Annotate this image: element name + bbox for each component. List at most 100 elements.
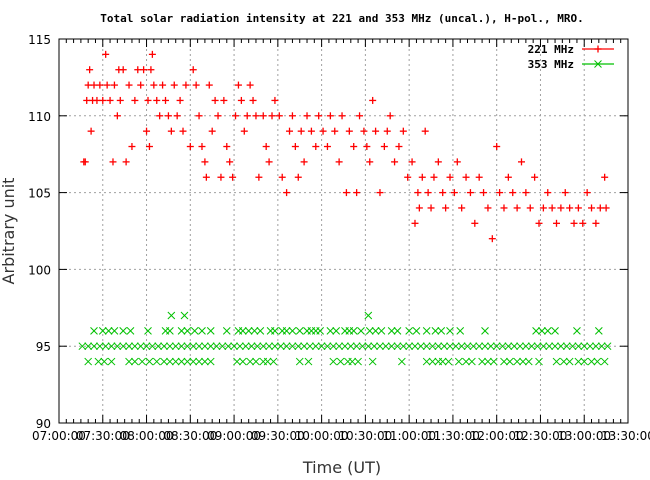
marker-stroke	[317, 342, 326, 351]
data-point	[346, 342, 355, 351]
data-point	[140, 66, 148, 74]
marker-stroke	[276, 342, 285, 351]
data-point	[99, 96, 107, 104]
marker-stroke	[573, 326, 581, 335]
data-point	[557, 342, 565, 351]
data-point	[282, 342, 291, 351]
data-point	[505, 357, 514, 366]
data-point	[335, 342, 343, 351]
data-point	[271, 96, 279, 104]
data-point	[513, 204, 521, 212]
data-point	[383, 127, 391, 135]
marker-stroke	[462, 357, 470, 366]
marker-stroke	[177, 326, 186, 335]
data-point	[544, 189, 552, 197]
data-point	[551, 342, 559, 351]
data-point	[217, 173, 225, 181]
data-point	[481, 326, 489, 335]
data-point	[177, 326, 186, 335]
marker-stroke	[487, 342, 495, 351]
data-point	[323, 143, 331, 151]
data-point	[142, 342, 151, 351]
data-point	[437, 326, 446, 335]
data-point	[471, 219, 479, 227]
data-point	[573, 326, 581, 335]
data-point	[249, 96, 257, 104]
marker-stroke	[481, 342, 489, 351]
data-point	[354, 357, 362, 366]
data-point	[356, 112, 364, 120]
data-point	[166, 326, 174, 335]
data-point	[288, 326, 297, 335]
marker-stroke	[593, 357, 602, 366]
data-point	[332, 326, 341, 335]
data-point	[592, 219, 600, 227]
marker-stroke	[357, 326, 365, 335]
marker-stroke	[538, 326, 546, 335]
marker-stroke	[304, 357, 313, 366]
data-point	[96, 81, 104, 89]
marker-stroke	[94, 357, 103, 366]
data-point	[469, 342, 478, 351]
marker-stroke	[100, 357, 109, 366]
legend-marker	[594, 60, 602, 68]
data-point	[201, 158, 209, 166]
data-point	[84, 357, 93, 366]
data-point	[341, 342, 349, 351]
data-point	[587, 357, 596, 366]
marker-stroke	[271, 342, 279, 351]
marker-stroke	[282, 326, 291, 335]
data-point	[269, 357, 278, 366]
marker-stroke	[224, 342, 233, 351]
data-point	[579, 219, 587, 227]
data-point	[538, 326, 546, 335]
marker-stroke	[177, 357, 186, 366]
marker-stroke	[551, 342, 559, 351]
marker-stroke	[95, 342, 104, 351]
legend: 221 MHz 353 MHz	[528, 43, 614, 71]
marker-stroke	[84, 357, 93, 366]
data-point	[381, 342, 390, 351]
data-point	[434, 158, 442, 166]
marker-stroke	[241, 342, 250, 351]
marker-stroke	[230, 342, 238, 351]
data-point	[160, 357, 168, 366]
data-point	[153, 96, 161, 104]
data-point	[366, 158, 374, 166]
data-point	[232, 112, 240, 120]
data-point	[369, 96, 377, 104]
data-point	[119, 326, 128, 335]
marker-stroke	[454, 357, 463, 366]
data-point	[466, 189, 474, 197]
marker-stroke	[469, 342, 478, 351]
data-point	[353, 189, 361, 197]
data-point	[147, 66, 155, 74]
marker-stroke	[171, 342, 180, 351]
data-point	[116, 96, 124, 104]
x-tick-label: 10:30:00	[338, 429, 392, 443]
x-tick-label: 08:00:00	[120, 429, 174, 443]
data-point	[144, 96, 152, 104]
data-point	[208, 127, 216, 135]
data-point	[125, 357, 133, 366]
marker-stroke	[580, 357, 589, 366]
x-tick-label: 12:30:00	[514, 429, 568, 443]
data-point	[131, 342, 139, 351]
data-point	[259, 112, 267, 120]
marker-stroke	[189, 342, 198, 351]
data-point	[177, 342, 186, 351]
data-point	[224, 342, 233, 351]
data-point	[113, 342, 122, 351]
data-point	[462, 357, 470, 366]
x-tick-label: 10:00:00	[295, 429, 349, 443]
data-point	[552, 357, 561, 366]
marker-stroke	[195, 357, 203, 366]
marker-stroke	[376, 342, 384, 351]
marker-stroke	[559, 357, 568, 366]
marker-stroke	[183, 357, 192, 366]
marker-stroke	[381, 342, 390, 351]
data-point	[522, 342, 530, 351]
data-point	[350, 143, 358, 151]
data-point	[90, 326, 98, 335]
marker-stroke	[171, 357, 180, 366]
